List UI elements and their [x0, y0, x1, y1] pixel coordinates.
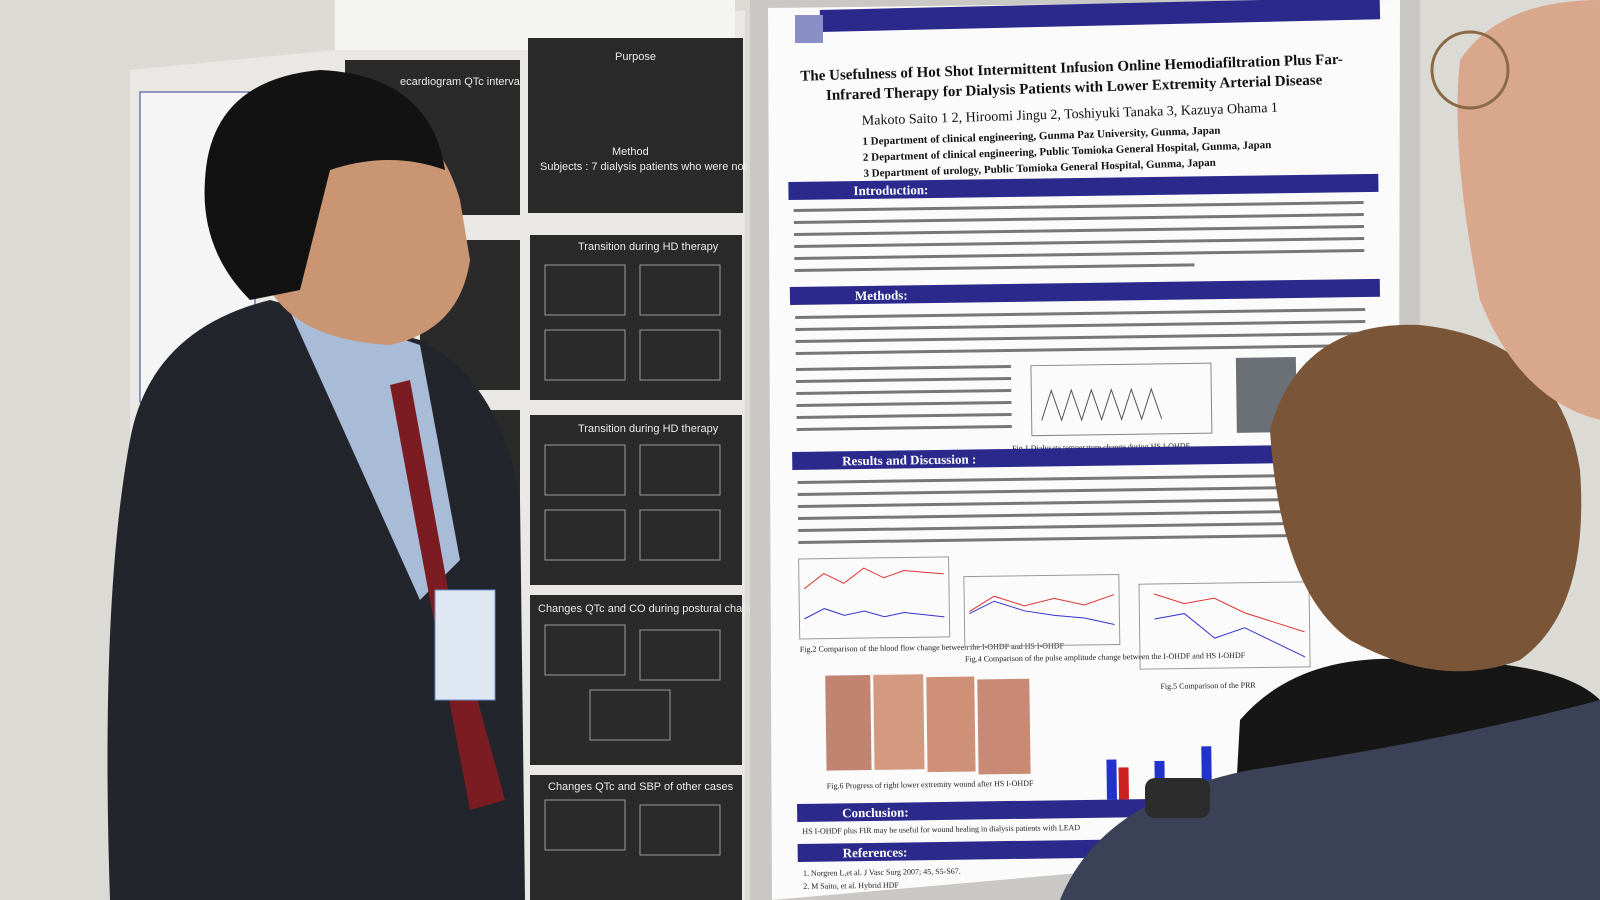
section-bar: [792, 443, 1383, 471]
man: [107, 70, 525, 900]
panel-title: Transition during HD therapy: [578, 423, 719, 435]
body-text: [795, 308, 1366, 431]
caption: Fig.6 Progress of right lower extremity …: [827, 779, 1034, 791]
body-text: [793, 201, 1365, 272]
figure: [1138, 581, 1311, 670]
reference: 1. Norgren L,et al. J Vasc Surg 2007; 45…: [803, 867, 961, 878]
panel-title: Changes QTc and SBP of other cases: [548, 781, 734, 793]
panel-graphs: [544, 264, 721, 856]
title-bar: [819, 0, 1381, 32]
decor: [795, 15, 823, 43]
section-heading: Conclusion:: [842, 804, 909, 820]
figure: [1030, 362, 1213, 437]
panel-title: Changes QTc and CO during postural chang…: [538, 603, 767, 615]
section-heading: Results and Discussion :: [842, 451, 976, 468]
section-heading: Introduction:: [853, 182, 928, 198]
section-bar: [788, 173, 1379, 201]
panel-title: Transition during HD therapy: [578, 241, 719, 253]
panel-title: ecardiogram QTc interval: [400, 76, 522, 88]
panel-title: Method: [612, 146, 649, 158]
figure-line: [1153, 593, 1305, 633]
panel-title: Purpose: [615, 51, 656, 63]
panel: [530, 775, 742, 900]
foreground-face: [1457, 0, 1600, 420]
figure-line: [804, 608, 945, 620]
figure-line: [1041, 387, 1163, 422]
panel: [530, 415, 742, 585]
section-bar: [789, 278, 1380, 306]
caption: Fig.5 Comparison of the PRR: [1160, 681, 1256, 691]
figure-line: [803, 567, 944, 590]
hair: [1270, 324, 1582, 672]
conclusion-text: HS I-OHDF plus FIR may be useful for wou…: [802, 823, 1080, 836]
caption: Fig.2 Comparison of the blood flow chang…: [800, 641, 1065, 654]
hair: [204, 70, 445, 300]
panel: [528, 38, 743, 213]
figure-line: [1154, 613, 1306, 658]
reference: 2. M Saito, et al. Hybrid HDF: [803, 881, 899, 891]
section-heading: Methods:: [855, 287, 908, 303]
figure: [798, 556, 951, 640]
body-text: [797, 473, 1369, 544]
caption: Fig.1 Dialysate temperature change durin…: [1012, 441, 1191, 452]
figure: [963, 573, 1121, 648]
wound-photos: [825, 674, 1031, 775]
figure-line: [969, 600, 1115, 626]
figure-line: [969, 594, 1115, 613]
panel: [530, 235, 742, 400]
section-heading: References:: [843, 844, 908, 860]
name-badge: [434, 589, 496, 701]
caption: Fig.4 Comparison of the pulse amplitude …: [965, 651, 1246, 664]
watch: [1145, 778, 1210, 818]
foreground-shoulder: [1060, 700, 1600, 900]
glasses: [1430, 30, 1510, 110]
